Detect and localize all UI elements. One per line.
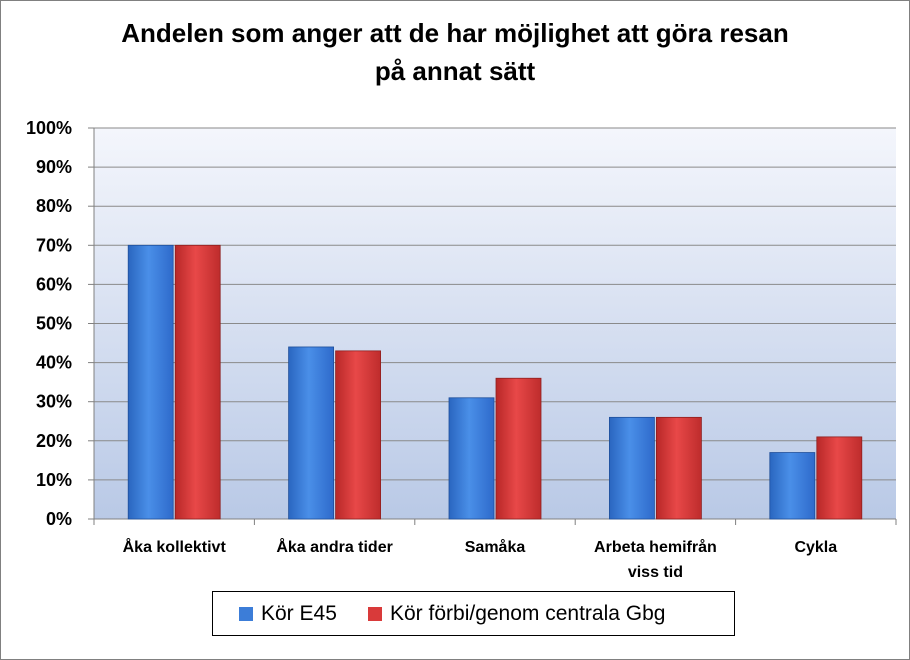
bar-series-2 (656, 416, 702, 520)
y-tick-label: 10% (36, 470, 72, 490)
chart-title-line-2: på annat sätt (374, 56, 536, 86)
y-tick-label: 60% (36, 274, 72, 294)
x-category-label: viss tid (628, 564, 683, 581)
y-tick-label: 30% (36, 392, 72, 412)
x-category-label: Arbeta hemifrån (594, 538, 717, 556)
chart-title-line-1: Andelen som anger att de har möjlighet a… (121, 18, 789, 48)
y-tick-label: 0% (46, 509, 72, 529)
x-category-label: Åka andra tider (276, 537, 392, 556)
legend-swatch-blue (239, 606, 253, 621)
bar-series-1 (127, 244, 174, 520)
legend-item-series-2: Kör förbi/genom centrala Gbg (368, 592, 665, 635)
y-tick-label: 80% (36, 196, 72, 216)
y-tick-label: 40% (36, 353, 72, 373)
legend-label-series-1: Kör E45 (261, 601, 337, 625)
legend-swatch-red (368, 606, 382, 621)
legend: Kör E45 Kör förbi/genom centrala Gbg (212, 591, 735, 636)
y-tick-label: 70% (36, 235, 72, 255)
bar-series-1 (448, 397, 495, 520)
y-tick-label: 100% (26, 118, 72, 138)
x-category-label: Cykla (794, 539, 837, 556)
bar-series-1 (609, 416, 655, 520)
legend-label-series-2: Kör förbi/genom centrala Gbg (390, 601, 666, 625)
legend-item-series-1: Kör E45 (239, 592, 337, 635)
y-tick-label: 20% (36, 431, 72, 451)
bar-series-2 (174, 244, 221, 520)
bar-series-1 (769, 452, 816, 520)
bar-series-2 (816, 436, 863, 520)
x-category-label: Samåka (465, 538, 526, 556)
y-tick-label: 90% (36, 157, 72, 177)
y-tick-label: 50% (36, 314, 72, 334)
chart-title: Andelen som anger att de har möjlighet a… (0, 14, 910, 90)
bar-series-2 (335, 350, 382, 520)
bar-series-2 (495, 377, 542, 520)
bar-series-1 (288, 346, 335, 520)
x-category-label: Åka kollektivt (123, 537, 227, 556)
